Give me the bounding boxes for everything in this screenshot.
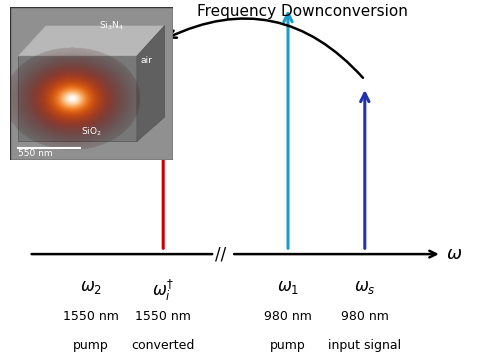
Text: Frequency Downconversion: Frequency Downconversion bbox=[197, 4, 408, 19]
Polygon shape bbox=[18, 25, 165, 56]
Text: $\omega_{1}$: $\omega_{1}$ bbox=[277, 278, 299, 296]
Polygon shape bbox=[18, 56, 137, 142]
Text: 980 nm: 980 nm bbox=[264, 310, 312, 323]
Text: 980 nm: 980 nm bbox=[341, 310, 389, 323]
Text: 1550 nm: 1550 nm bbox=[135, 310, 191, 323]
Text: $\omega$: $\omega$ bbox=[446, 245, 463, 263]
Text: input signal: input signal bbox=[328, 339, 401, 352]
Text: converted: converted bbox=[132, 339, 195, 352]
Text: pump: pump bbox=[73, 339, 109, 352]
Text: $\omega_{2}$: $\omega_{2}$ bbox=[80, 278, 102, 296]
Text: $\omega_{s}$: $\omega_{s}$ bbox=[354, 278, 376, 296]
Text: //: // bbox=[215, 245, 227, 263]
Text: $\omega_{i}^{\dagger}$: $\omega_{i}^{\dagger}$ bbox=[152, 278, 174, 303]
Polygon shape bbox=[137, 25, 165, 142]
Text: 550 nm: 550 nm bbox=[18, 149, 52, 158]
Text: air: air bbox=[140, 56, 152, 65]
Text: 1550 nm: 1550 nm bbox=[63, 310, 119, 323]
Text: pump: pump bbox=[270, 339, 306, 352]
Text: SiO$_2$: SiO$_2$ bbox=[81, 126, 102, 138]
Text: Si$_3$N$_4$: Si$_3$N$_4$ bbox=[99, 20, 124, 32]
